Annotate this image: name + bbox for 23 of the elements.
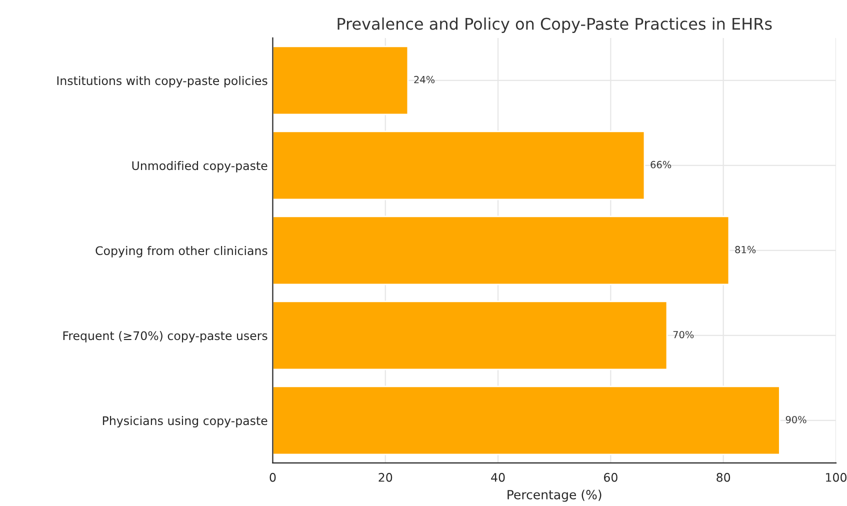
y-tick-label: Physicians using copy-paste	[102, 416, 268, 428]
data-label: 70%	[673, 330, 694, 338]
data-label: 66%	[650, 160, 672, 168]
x-tick-label: 60	[604, 472, 618, 482]
bar	[272, 130, 646, 200]
x-tick-label: 20	[378, 472, 392, 482]
x-tick-label: 40	[491, 472, 505, 482]
chart-title: Prevalence and Policy on Copy-Paste Practices in EHRs	[338, 17, 772, 33]
data-label: 24%	[414, 76, 435, 84]
y-tick-label: Copying from other clinicians	[96, 246, 268, 258]
bar	[272, 216, 730, 286]
bar	[272, 300, 668, 370]
x-tick-label: 100	[826, 472, 846, 482]
bar	[272, 46, 409, 116]
data-label: 90%	[786, 416, 806, 424]
y-tick-label: Institutions with copy-paste policies	[57, 76, 268, 88]
y-tick-label: Unmodified copy-paste	[132, 160, 268, 172]
y-tick-label: Frequent (≥70%) copy-paste users	[63, 331, 268, 342]
x-tick-label: 0	[270, 472, 276, 482]
data-label: 81%	[735, 246, 756, 254]
x-axis-title: Percentage (%)	[508, 490, 602, 502]
bar	[272, 386, 780, 456]
x-tick-label: 80	[716, 472, 730, 482]
